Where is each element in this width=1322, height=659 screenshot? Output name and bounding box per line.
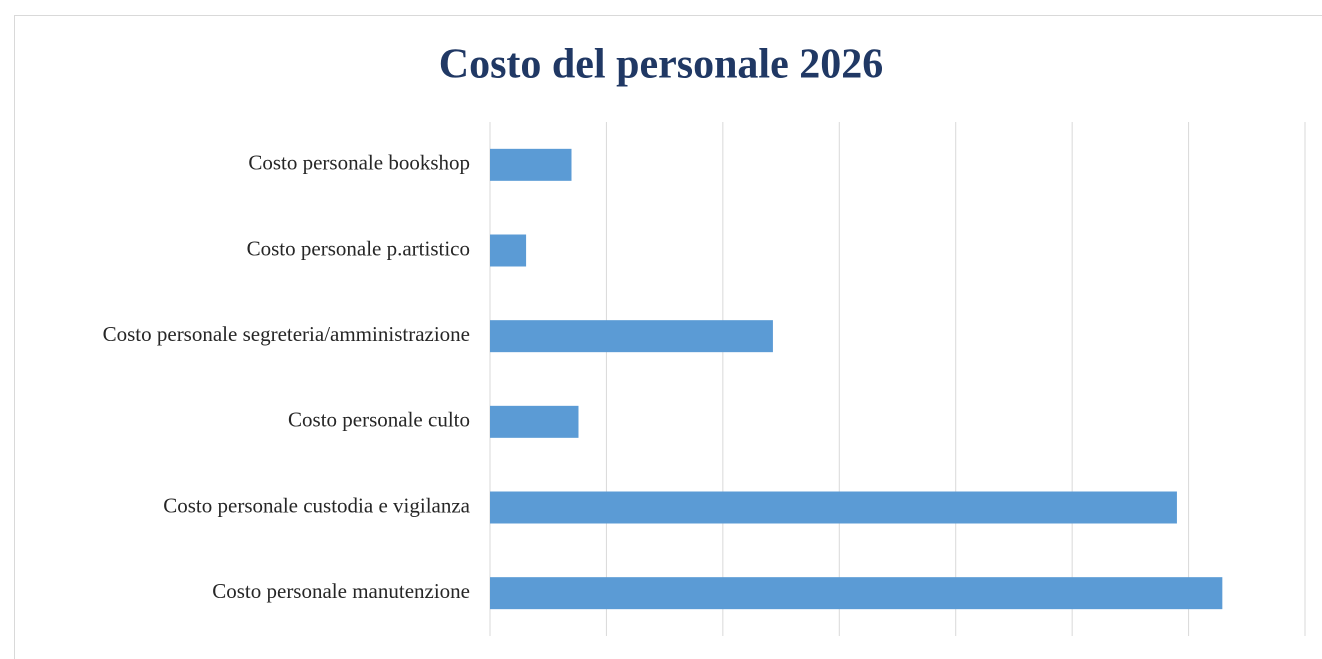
y-tick-label: Costo personale custodia e vigilanza	[163, 493, 470, 517]
chart-title: Costo del personale 2026	[439, 42, 884, 88]
bar	[490, 577, 1223, 610]
bar	[490, 405, 579, 438]
y-tick-label: Costo personale culto	[288, 408, 470, 432]
y-tick-label: Costo personale p.artistico	[247, 236, 470, 260]
bar	[490, 234, 527, 267]
bar	[490, 491, 1177, 524]
y-tick-label: Costo personale manutenzione	[212, 579, 470, 603]
y-tick-label: Costo personale segreteria/amministrazio…	[103, 322, 470, 346]
bar	[490, 320, 773, 353]
y-tick-label: Costo personale bookshop	[248, 151, 470, 175]
bar	[490, 148, 572, 181]
